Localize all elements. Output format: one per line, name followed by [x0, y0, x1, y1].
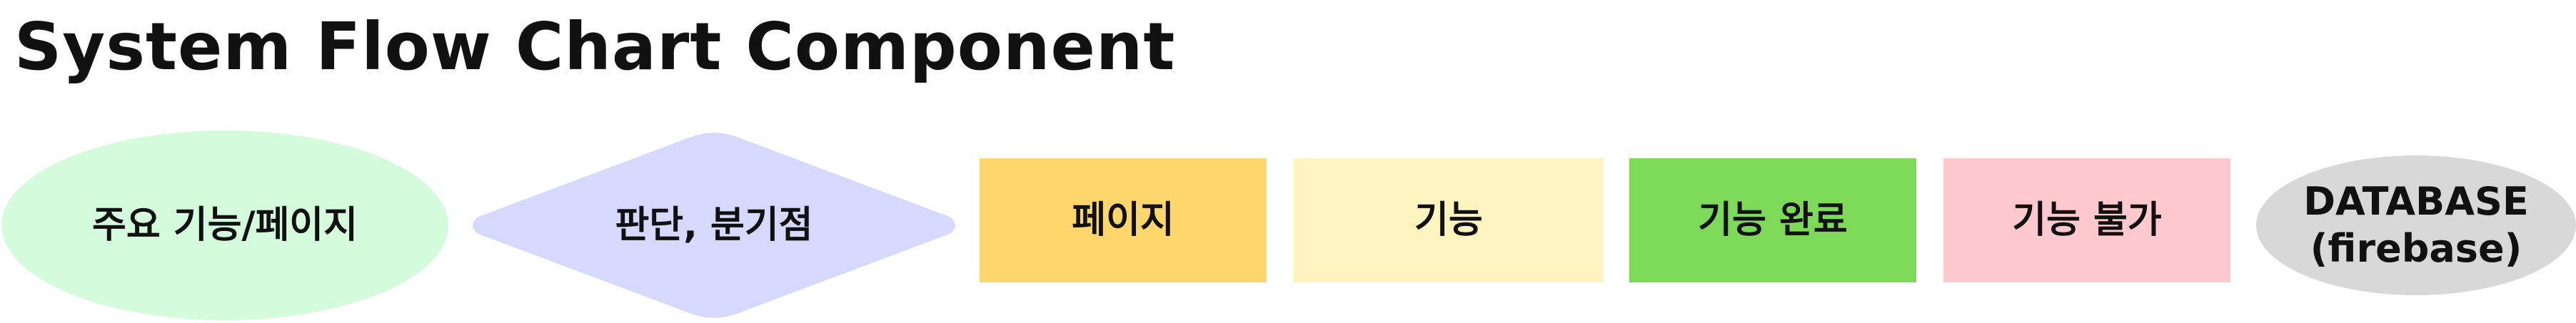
function-unavailable-rect: [1943, 158, 2230, 282]
database-label: DATABASE (firebase): [2256, 155, 2576, 295]
database-ellipse: [2256, 155, 2576, 295]
function-complete-label: 기능 완료: [1698, 199, 1848, 242]
database-label-line2: (firebase): [2310, 226, 2522, 271]
database-label-line1: DATABASE: [2303, 179, 2529, 224]
decision-diamond: [473, 133, 955, 318]
page-title: System Flow Chart Component: [14, 9, 1176, 85]
function-rect: [1294, 158, 1604, 282]
decision-label: 판단, 분기점: [615, 204, 813, 247]
function-unavailable-label: 기능 불가: [2012, 199, 2162, 242]
main-feature-label: 주요 기능/페이지: [92, 204, 358, 247]
page-rect: [980, 158, 1267, 282]
function-label: 기능: [1414, 199, 1483, 242]
page-label: 페이지: [1072, 199, 1174, 242]
function-complete-rect: [1629, 158, 1916, 282]
main-feature-ellipse: [1, 130, 448, 320]
